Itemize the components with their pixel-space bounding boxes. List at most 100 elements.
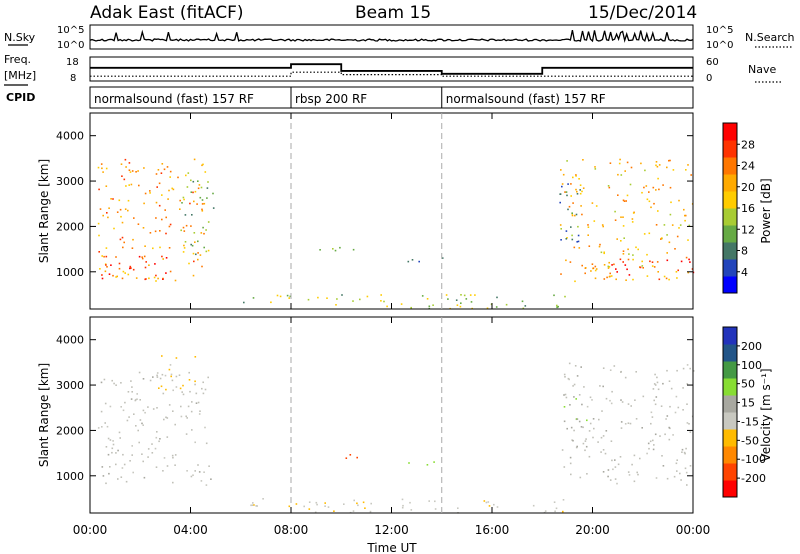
data-cell [407,260,410,263]
data-cell [162,392,165,395]
data-cell [341,294,343,296]
data-cell [603,251,605,254]
data-cell [194,441,196,444]
data-cell [165,272,167,274]
data-cell [99,208,102,210]
data-cell [184,241,187,243]
data-cell [628,274,631,276]
data-cell [383,300,385,303]
data-cell [158,387,160,389]
nave-tick-top: 60 [706,57,719,68]
colorbar-tick-label: 200 [741,340,762,353]
data-cell [622,199,625,202]
data-cell [662,184,664,186]
data-cell [194,380,196,383]
data-cell [684,219,686,222]
data-cell [592,418,595,420]
data-cell [180,405,182,408]
data-cell [570,426,573,429]
colorbar-cell [723,123,737,141]
data-cell [124,158,127,161]
data-cell [588,430,591,432]
data-cell [111,451,113,454]
data-cell [649,440,652,443]
date-title: 15/Dec/2014 [588,3,697,23]
colorbar-frame [722,326,738,498]
data-cell [122,246,124,249]
data-cell [194,241,196,243]
data-cell [601,224,604,226]
colorbar-tick-label: -200 [741,472,766,485]
data-cell [632,254,634,256]
data-cell [174,464,176,466]
data-cell [657,271,659,273]
data-cell [565,230,568,232]
data-cell [564,376,566,378]
data-cell [400,303,403,305]
data-cell [182,196,185,199]
data-cell [138,184,140,187]
data-cell [553,501,556,503]
nsky-strip-frame [89,24,694,50]
data-cell [617,194,619,196]
data-cell [570,183,572,185]
data-cell [575,446,578,449]
data-cell [250,504,252,507]
xtick-label: 12:00 [374,523,409,537]
data-cell [276,294,279,297]
data-cell [578,178,580,180]
data-cell [578,247,581,249]
data-cell [594,265,597,268]
colorbar-cell [723,174,737,192]
data-cell [180,415,183,418]
data-cell [684,214,687,217]
nave-tick-bottom: 0 [706,73,712,84]
data-cell [198,413,201,415]
data-cell [628,253,630,255]
data-cell [356,502,358,505]
data-cell [641,191,643,194]
data-cell [620,427,623,429]
data-cell [663,275,666,278]
data-cell [286,294,289,297]
data-cell [624,423,627,425]
data-cell [598,418,600,421]
data-cell [577,225,579,228]
data-cell [100,381,103,384]
data-cell [101,274,103,276]
data-cell [485,501,488,504]
data-cell [630,405,632,407]
data-cell [188,262,190,265]
data-cell [668,426,670,429]
data-cell [204,426,206,429]
power-axes: 1000 2000 3000 4000 [56,113,693,309]
data-cell [136,393,138,395]
data-cell [201,199,204,201]
data-cell [109,439,112,441]
data-cell [402,504,404,507]
data-cell [171,454,174,457]
data-cell [651,416,654,418]
data-cell [483,500,486,502]
data-cell [183,230,186,232]
data-cell [623,237,625,239]
data-cell [469,294,472,296]
data-cell [172,481,174,484]
data-cell [626,194,629,197]
data-cell [662,382,664,385]
data-cell [607,267,610,269]
data-cell [148,264,150,266]
data-cell [565,191,568,193]
data-cell [621,401,624,403]
data-cell [120,406,122,408]
data-cell [151,452,154,454]
colorbar-cell [723,412,737,430]
data-cell [147,448,150,450]
data-cell [162,258,164,260]
data-cell [339,246,341,249]
data-cell [614,219,617,221]
data-cell [106,425,109,428]
data-cell [202,226,204,229]
data-cell [487,501,490,503]
data-cell [121,175,123,177]
